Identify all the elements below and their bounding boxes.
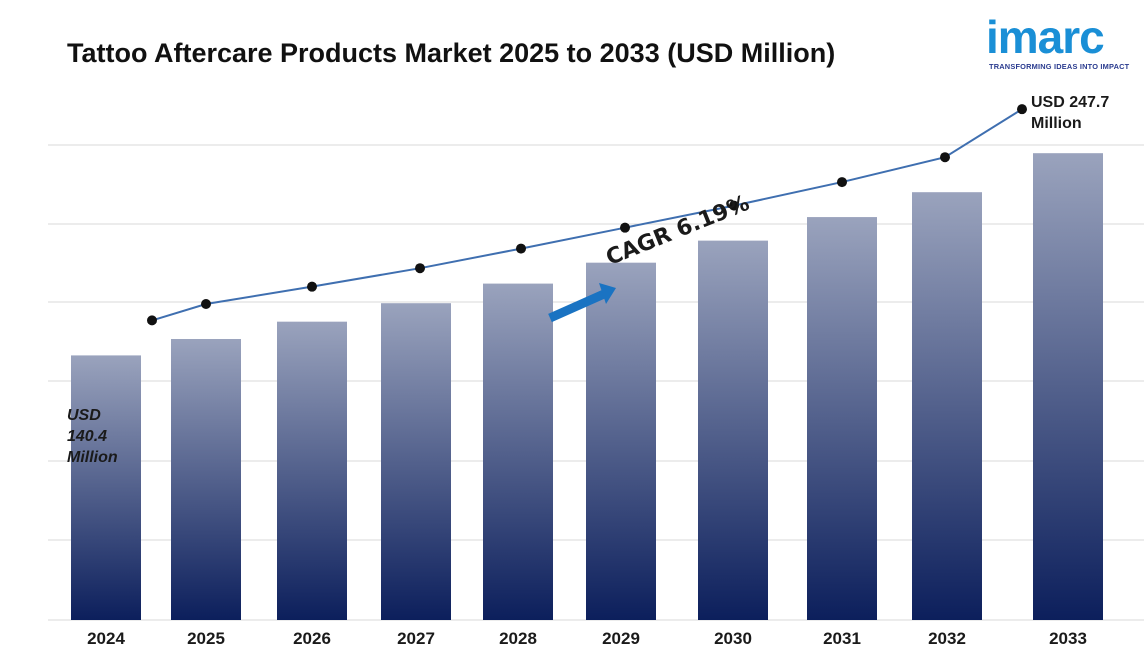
end-value-annotation: USD 247.7 Million: [1031, 94, 1110, 132]
trend-point-2028: [516, 243, 526, 254]
logo-tagline: TRANSFORMING IDEAS INTO IMPACT: [989, 62, 1130, 71]
x-tick-label: 2026: [293, 629, 331, 648]
x-tick-label: 2025: [187, 629, 225, 648]
bar-2031: [807, 217, 877, 621]
trend-point-2027: [415, 263, 425, 274]
imarc-logo: imarc TRANSFORMING IDEAS INTO IMPACT: [986, 10, 1132, 74]
bar-2026: [277, 321, 347, 620]
bar-2025: [171, 339, 241, 620]
x-tick-label: 2028: [499, 629, 537, 648]
logo-wordmark: imarc: [986, 11, 1105, 63]
x-tick-label: 2031: [823, 629, 861, 648]
x-axis-labels: 2024 2025 2026 2027 2028 2029 2030 2031 2032 2033: [87, 629, 1087, 648]
bar-2033: [1033, 153, 1103, 620]
x-tick-label: 2029: [602, 629, 640, 648]
trend-point-2030: [729, 200, 739, 211]
bars: [71, 153, 1103, 621]
trend-point-2033: [1017, 104, 1027, 115]
trend-point-2031: [837, 177, 847, 188]
cagr-arrow-shaft: [548, 289, 606, 323]
trend-point-2026: [307, 281, 317, 292]
x-tick-label: 2032: [928, 629, 966, 648]
bar-2027: [381, 303, 451, 620]
trend-point-2029: [620, 222, 630, 233]
x-tick-label: 2027: [397, 629, 435, 648]
start-value-annotation: USD 140.4 Million: [67, 407, 118, 466]
trend-line: [151, 108, 1023, 322]
trend-point-2032: [940, 152, 950, 163]
trend-line-group: [147, 104, 1027, 326]
trend-point-2025: [201, 299, 211, 310]
cagr-arrow: [548, 283, 616, 323]
x-tick-label: 2030: [714, 629, 752, 648]
bar-2024: [71, 355, 141, 620]
trend-point-2024: [147, 315, 157, 326]
bar-2032: [912, 192, 982, 620]
x-tick-label: 2024: [87, 629, 125, 648]
bar-2030: [698, 240, 768, 620]
bar-2029: [586, 262, 656, 620]
chart-title: Tattoo Aftercare Products Market 2025 to…: [67, 38, 836, 68]
x-tick-label: 2033: [1049, 629, 1087, 648]
bar-2028: [483, 283, 553, 620]
cagr-arrow-head: [599, 283, 616, 304]
